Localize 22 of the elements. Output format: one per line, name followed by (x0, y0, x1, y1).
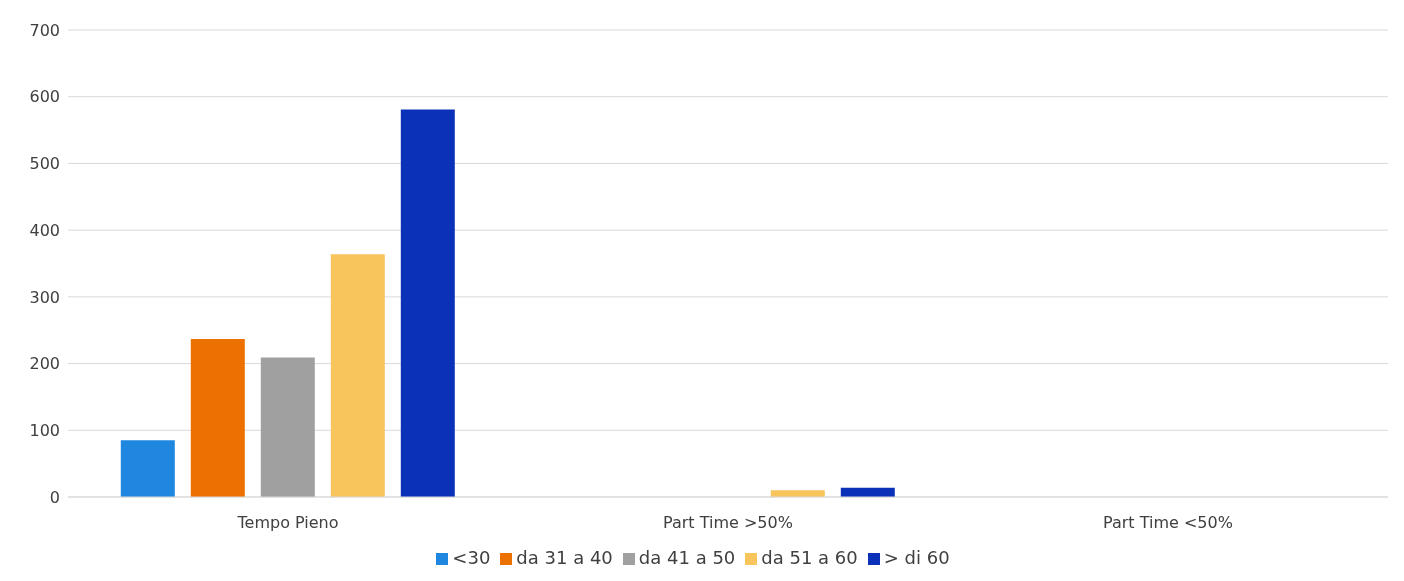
legend-label: > di 60 (883, 547, 950, 568)
bar (260, 357, 315, 497)
y-tick-label: 0 (49, 487, 60, 507)
legend-label: <30 (452, 547, 491, 568)
bar (120, 440, 175, 497)
bar (770, 490, 825, 497)
y-tick-label: 200 (29, 354, 60, 374)
x-tick-label: Part Time <50% (1103, 513, 1233, 533)
legend-label: da 51 a 60 (761, 547, 858, 568)
x-tick-label: Part Time >50% (663, 513, 793, 533)
y-tick-label: 400 (29, 220, 60, 240)
y-tick-label: 100 (29, 420, 60, 440)
y-tick-label: 300 (29, 287, 60, 307)
legend-label: da 41 a 50 (638, 547, 736, 568)
bar (330, 254, 385, 497)
y-tick-label: 500 (29, 154, 60, 174)
legend-label: da 31 a 40 (516, 547, 613, 568)
bar (190, 338, 245, 497)
y-tick-label: 600 (29, 87, 60, 107)
y-tick-label: 700 (29, 20, 60, 40)
x-tick-label: Tempo Pieno (236, 513, 339, 533)
bar (400, 109, 455, 497)
